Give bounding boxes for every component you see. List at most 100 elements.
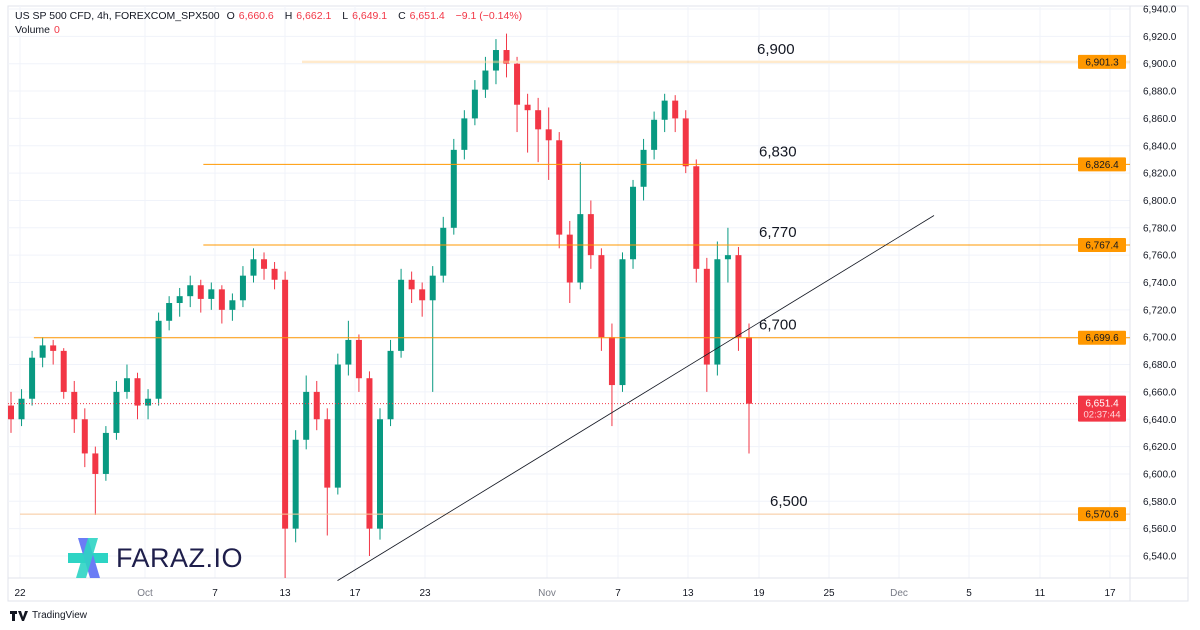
level-label: 6,900 bbox=[757, 41, 795, 58]
tradingview-logo-icon bbox=[10, 610, 28, 621]
candle-body bbox=[18, 398, 25, 420]
candle-body bbox=[587, 214, 594, 256]
x-tick-label: Nov bbox=[538, 588, 556, 599]
candle-body bbox=[630, 186, 637, 260]
candle-body bbox=[703, 268, 710, 365]
y-tick-label: 6,920.0 bbox=[1143, 32, 1177, 43]
candle-body bbox=[429, 275, 436, 301]
candle-body bbox=[60, 350, 67, 392]
candle-body bbox=[166, 303, 173, 321]
y-tick-label: 6,600.0 bbox=[1143, 469, 1177, 480]
x-tick-label: 13 bbox=[279, 588, 291, 599]
candle-body bbox=[261, 259, 268, 269]
current-price-badge bbox=[1078, 395, 1126, 422]
open-value: 6,660.6 bbox=[238, 10, 274, 22]
watermark-text: FARAZ.IO bbox=[116, 543, 244, 573]
candle-body bbox=[208, 289, 215, 299]
level-axis-badge bbox=[1078, 507, 1126, 522]
chart-frame bbox=[7, 5, 1189, 602]
candle-body bbox=[535, 110, 542, 130]
level-axis-badge bbox=[1078, 238, 1126, 253]
volume-value: 0 bbox=[54, 24, 60, 36]
candle-body bbox=[250, 259, 257, 276]
x-tick-label: 11 bbox=[1035, 588, 1046, 599]
candle-body bbox=[123, 378, 130, 392]
trendline[interactable] bbox=[337, 215, 935, 581]
candle-body bbox=[366, 378, 373, 529]
candle-body bbox=[102, 432, 109, 474]
x-tick-label: 17 bbox=[349, 588, 361, 599]
candle-body bbox=[313, 391, 320, 420]
x-tick-label: 19 bbox=[753, 588, 765, 599]
candle-body bbox=[440, 227, 447, 276]
candle-body bbox=[145, 398, 152, 406]
x-tick-label: 17 bbox=[1104, 588, 1116, 599]
candle-body bbox=[492, 50, 499, 71]
y-tick-label: 6,680.0 bbox=[1143, 360, 1177, 371]
candle-body bbox=[672, 100, 679, 119]
candle-body bbox=[598, 255, 605, 338]
candle-body bbox=[355, 339, 362, 379]
candle-body bbox=[651, 119, 658, 150]
candle-body bbox=[682, 118, 689, 167]
y-tick-label: 6,580.0 bbox=[1143, 497, 1177, 508]
candle-body bbox=[155, 320, 162, 399]
y-tick-label: 6,660.0 bbox=[1143, 387, 1177, 398]
candle-body bbox=[735, 255, 742, 338]
candle-body bbox=[197, 285, 204, 299]
chart-legend: US SP 500 CFD, 4h, FOREXCOM_SPX500 O 6,66… bbox=[15, 9, 526, 37]
candle-body bbox=[218, 289, 225, 310]
candle-body bbox=[556, 140, 563, 235]
candle-body bbox=[408, 279, 415, 290]
x-tick-label: Oct bbox=[137, 588, 153, 599]
y-tick-label: 6,720.0 bbox=[1143, 305, 1177, 316]
level-axis-badge bbox=[1078, 157, 1126, 172]
change-value: −9.1 (−0.14%) bbox=[455, 10, 523, 22]
candle-body bbox=[239, 275, 246, 301]
y-tick-label: 6,760.0 bbox=[1143, 251, 1177, 262]
candle-body bbox=[81, 419, 88, 454]
candle-body bbox=[619, 259, 626, 386]
y-tick-label: 6,840.0 bbox=[1143, 141, 1177, 152]
candle-body bbox=[503, 50, 510, 64]
current-price-label: 6,651.4 bbox=[1085, 399, 1119, 410]
x-tick-label: 5 bbox=[966, 588, 972, 599]
level-axis-label: 6,826.4 bbox=[1085, 160, 1119, 171]
candle-body bbox=[746, 337, 752, 404]
candle-body bbox=[134, 378, 141, 406]
candle-body bbox=[271, 268, 278, 280]
level-axis-label: 6,767.4 bbox=[1085, 241, 1119, 252]
candle-body bbox=[640, 149, 647, 187]
level-axis-badge bbox=[1078, 330, 1126, 345]
candle-body bbox=[113, 391, 120, 433]
y-tick-label: 6,740.0 bbox=[1143, 278, 1177, 289]
candle-body bbox=[92, 453, 99, 474]
candle-body bbox=[398, 279, 405, 351]
x-tick-label: 13 bbox=[682, 588, 694, 599]
candle-body bbox=[450, 149, 457, 228]
candle-body bbox=[29, 357, 36, 399]
x-tick-label: Dec bbox=[890, 588, 908, 599]
candle-body bbox=[724, 255, 731, 260]
y-tick-label: 6,540.0 bbox=[1143, 552, 1177, 563]
candle-body bbox=[377, 419, 383, 529]
level-label: 6,770 bbox=[759, 224, 797, 241]
low-label: L bbox=[342, 10, 349, 22]
level-axis-label: 6,570.6 bbox=[1085, 510, 1119, 521]
candle-body bbox=[50, 345, 57, 351]
tradingview-footer[interactable]: TradingView bbox=[10, 610, 87, 621]
symbol-title[interactable]: US SP 500 CFD, 4h, FOREXCOM_SPX500 bbox=[15, 10, 220, 22]
level-axis-badge bbox=[1078, 54, 1126, 69]
candle-body bbox=[471, 89, 478, 119]
candle-body bbox=[303, 391, 310, 440]
candle-body bbox=[39, 345, 46, 358]
level-label: 6,700 bbox=[759, 317, 797, 334]
candle-body bbox=[334, 364, 341, 488]
y-tick-label: 6,560.0 bbox=[1143, 524, 1177, 535]
close-label: C bbox=[398, 10, 406, 22]
candle-body bbox=[292, 439, 299, 529]
y-tick-label: 6,820.0 bbox=[1143, 169, 1177, 180]
high-value: 6,662.1 bbox=[296, 10, 332, 22]
tradingview-brand: TradingView bbox=[32, 610, 88, 621]
